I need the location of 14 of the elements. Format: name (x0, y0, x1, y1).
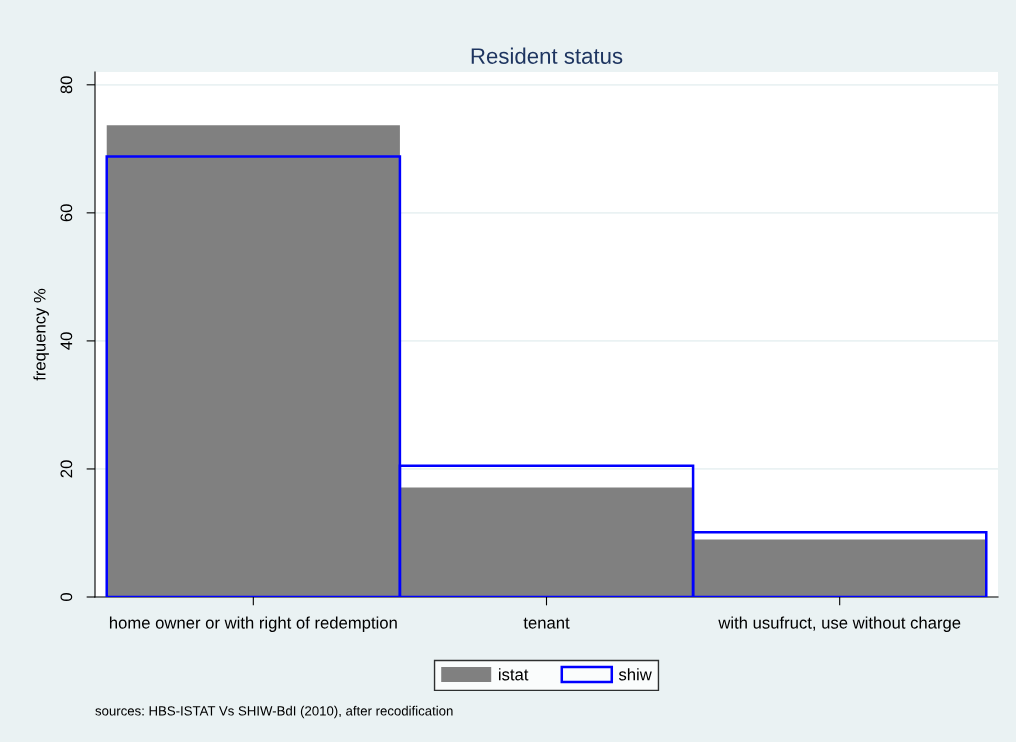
x-tick-label: home owner or with right of redemption (109, 616, 397, 632)
legend-label: shiw (618, 668, 652, 681)
y-tick-label: 0 (60, 593, 73, 601)
bar (399, 487, 694, 597)
y-tick-label: 40 (60, 332, 73, 350)
legend-label: istat (498, 668, 529, 681)
source-note: sources: HBS-ISTAT Vs SHIW-BdI (2010), after recodification (95, 705, 453, 719)
y-axis-title: frequency % (33, 288, 49, 381)
chart-title: Resident status (471, 47, 623, 64)
y-tick-label: 20 (60, 460, 73, 478)
x-tick-label: with usufruct, use without charge (718, 616, 961, 632)
y-tick-label: 60 (60, 204, 73, 222)
y-tick-label: 80 (60, 76, 73, 94)
x-tick-label: tenant (523, 617, 570, 629)
